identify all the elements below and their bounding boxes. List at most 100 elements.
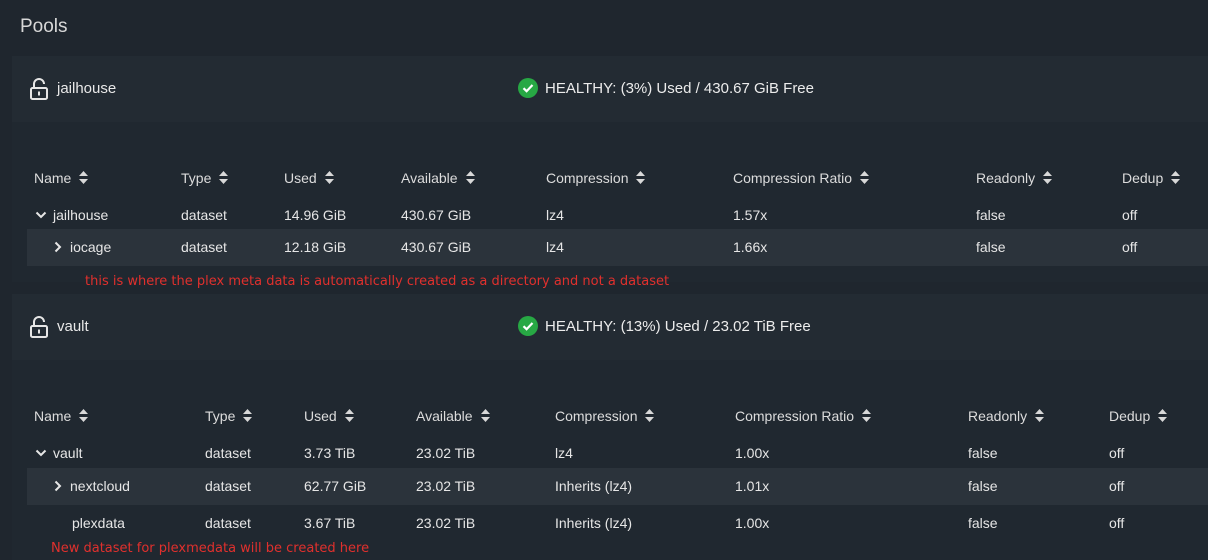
col-type-header[interactable]: Type xyxy=(181,170,229,186)
ratio-cell: 1.66x xyxy=(733,239,768,255)
ratio-cell: 1.57x xyxy=(733,207,768,223)
sort-icon xyxy=(480,409,490,422)
type-cell: dataset xyxy=(205,445,251,461)
used-cell: 3.73 TiB xyxy=(304,445,356,461)
pool-status-text: HEALTHY: (13%) Used / 23.02 TiB Free xyxy=(545,317,811,335)
table-header-row: Name Type Used Available Compression Com… xyxy=(27,160,1208,197)
sort-icon xyxy=(1158,409,1168,422)
sort-icon xyxy=(1035,409,1045,422)
col-dedup-header[interactable]: Dedup xyxy=(1122,170,1181,186)
sort-icon xyxy=(465,171,475,184)
page-title: Pools xyxy=(20,16,68,37)
annotation-text: New dataset for plexmedata will be creat… xyxy=(51,541,370,556)
readonly-cell: false xyxy=(976,207,1006,223)
pool-header: vault HEALTHY: (13%) Used / 23.02 TiB Fr… xyxy=(12,294,1208,360)
available-cell: 23.02 TiB xyxy=(416,445,476,461)
col-name-header[interactable]: Name xyxy=(34,408,89,424)
dedup-cell: off xyxy=(1109,515,1125,531)
available-cell: 430.67 GiB xyxy=(401,239,472,255)
sort-icon xyxy=(1171,171,1181,184)
type-cell: dataset xyxy=(181,207,227,223)
dataset-name-cell: jailhouse xyxy=(35,207,108,223)
ratio-cell: 1.01x xyxy=(735,478,770,494)
readonly-cell: false xyxy=(976,239,1006,255)
pool-status: HEALTHY: (13%) Used / 23.02 TiB Free xyxy=(518,316,811,336)
dedup-cell: off xyxy=(1122,207,1138,223)
pool-header: jailhouse HEALTHY: (3%) Used / 430.67 Gi… xyxy=(12,56,1208,122)
col-compression-header[interactable]: Compression xyxy=(555,408,655,424)
dataset-name-cell: vault xyxy=(35,445,83,461)
sort-icon xyxy=(645,409,655,422)
chevron-down-icon[interactable] xyxy=(35,447,47,459)
sort-icon xyxy=(1043,171,1053,184)
annotation-text: this is where the plex meta data is auto… xyxy=(85,274,670,289)
table-row[interactable]: nextcloud dataset 62.77 GiB 23.02 TiB In… xyxy=(27,468,1208,505)
dataset-name-cell: plexdata xyxy=(72,515,125,531)
type-cell: dataset xyxy=(205,478,251,494)
table-header-row: Name Type Used Available Compression Com… xyxy=(27,398,1208,435)
table-row[interactable]: plexdata dataset 3.67 TiB 23.02 TiB Inhe… xyxy=(27,505,1208,542)
pool-status: HEALTHY: (3%) Used / 430.67 GiB Free xyxy=(518,78,814,98)
dataset-name-cell: nextcloud xyxy=(52,478,130,494)
compression-cell: lz4 xyxy=(546,207,564,223)
col-compression-header[interactable]: Compression xyxy=(546,170,646,186)
readonly-cell: false xyxy=(968,478,998,494)
sort-icon xyxy=(79,171,89,184)
dedup-cell: off xyxy=(1109,445,1125,461)
table-row[interactable]: vault dataset 3.73 TiB 23.02 TiB lz4 1.0… xyxy=(27,435,1208,472)
available-cell: 23.02 TiB xyxy=(416,515,476,531)
col-available-header[interactable]: Available xyxy=(416,408,490,424)
col-ratio-header[interactable]: Compression Ratio xyxy=(735,408,872,424)
lock-open-icon[interactable] xyxy=(30,316,48,338)
pool-status-text: HEALTHY: (3%) Used / 430.67 GiB Free xyxy=(545,79,814,97)
pool-name: jailhouse xyxy=(57,80,117,97)
sort-icon xyxy=(219,171,229,184)
sort-icon xyxy=(344,409,354,422)
col-type-header[interactable]: Type xyxy=(205,408,253,424)
col-ratio-header[interactable]: Compression Ratio xyxy=(733,170,870,186)
pool-card-jailhouse: jailhouse HEALTHY: (3%) Used / 430.67 Gi… xyxy=(12,56,1208,282)
chevron-down-icon[interactable] xyxy=(35,209,47,221)
compression-cell: lz4 xyxy=(546,239,564,255)
type-cell: dataset xyxy=(205,515,251,531)
sort-icon xyxy=(243,409,253,422)
chevron-right-icon[interactable] xyxy=(52,480,64,492)
dataset-name-cell: iocage xyxy=(52,239,111,255)
sort-icon xyxy=(860,171,870,184)
used-cell: 12.18 GiB xyxy=(284,239,347,255)
col-name-header[interactable]: Name xyxy=(34,170,89,186)
chevron-right-icon[interactable] xyxy=(52,241,64,253)
pool-name: vault xyxy=(57,318,89,335)
readonly-cell: false xyxy=(968,515,998,531)
sort-icon xyxy=(79,409,89,422)
pool-card-vault: vault HEALTHY: (13%) Used / 23.02 TiB Fr… xyxy=(12,294,1208,560)
table-row[interactable]: iocage dataset 12.18 GiB 430.67 GiB lz4 … xyxy=(27,229,1208,266)
ratio-cell: 1.00x xyxy=(735,445,770,461)
type-cell: dataset xyxy=(181,239,227,255)
sort-icon xyxy=(862,409,872,422)
col-used-header[interactable]: Used xyxy=(304,408,354,424)
sort-icon xyxy=(324,171,334,184)
check-circle-icon xyxy=(518,316,538,336)
compression-cell: lz4 xyxy=(555,445,573,461)
dedup-cell: off xyxy=(1109,478,1125,494)
ratio-cell: 1.00x xyxy=(735,515,770,531)
readonly-cell: false xyxy=(968,445,998,461)
col-available-header[interactable]: Available xyxy=(401,170,475,186)
dedup-cell: off xyxy=(1122,239,1138,255)
lock-open-icon[interactable] xyxy=(30,78,48,100)
col-dedup-header[interactable]: Dedup xyxy=(1109,408,1168,424)
sort-icon xyxy=(636,171,646,184)
col-readonly-header[interactable]: Readonly xyxy=(968,408,1045,424)
check-circle-icon xyxy=(518,78,538,98)
compression-cell: Inherits (lz4) xyxy=(555,515,633,531)
used-cell: 3.67 TiB xyxy=(304,515,356,531)
compression-cell: Inherits (lz4) xyxy=(555,478,633,494)
table-row[interactable]: jailhouse dataset 14.96 GiB 430.67 GiB l… xyxy=(27,197,1208,234)
used-cell: 14.96 GiB xyxy=(284,207,347,223)
used-cell: 62.77 GiB xyxy=(304,478,367,494)
dataset-table xyxy=(12,360,1208,560)
col-readonly-header[interactable]: Readonly xyxy=(976,170,1053,186)
col-used-header[interactable]: Used xyxy=(284,170,334,186)
available-cell: 430.67 GiB xyxy=(401,207,472,223)
